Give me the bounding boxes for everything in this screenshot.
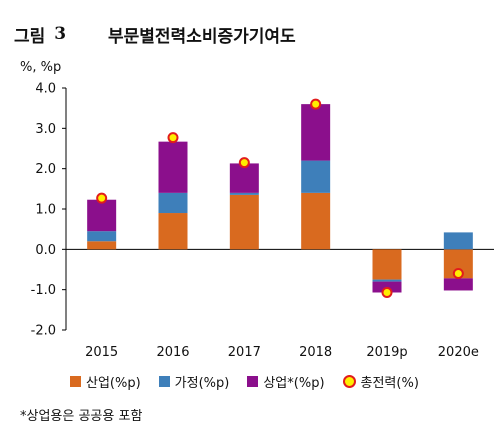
y-tick-label: -1.0 <box>31 283 56 298</box>
chart-title: 부문별전력소비증가기여도 <box>108 27 296 47</box>
bar-segment-household <box>372 279 402 282</box>
legend-item-household: 가정(%p) <box>158 372 230 391</box>
y-tick-label: 1.0 <box>35 203 56 218</box>
legend: 산업(%p) 가정(%p) 상업*(%p) 총전력(%) <box>70 372 419 391</box>
x-category-label: 2020e <box>438 345 479 360</box>
total-marker <box>238 157 250 169</box>
x-category-label: 2019p <box>366 345 407 360</box>
bar-segment-industry <box>87 241 117 250</box>
legend-marker-total <box>342 375 356 388</box>
chart-marks: -2.0 -1.0 0.0 1.0 2.0 3.0 4.0 2015 2016 2017 2018 2… <box>31 82 494 360</box>
legend-item-total: 총전력(%) <box>342 372 419 391</box>
legend-swatch-household <box>158 376 170 387</box>
total-marker <box>452 268 464 280</box>
bar-segment-household <box>158 192 188 214</box>
bar-segment-household <box>229 192 259 195</box>
legend-swatch-commercial <box>247 376 259 387</box>
x-category-label: 2015 <box>85 345 118 360</box>
legend-swatch-industry <box>70 376 81 387</box>
x-category-label: 2016 <box>156 345 189 360</box>
y-tick-label: 4.0 <box>35 82 56 97</box>
legend-label-total: 총전력(%) <box>360 376 419 391</box>
legend-label-commercial: 상업*(%p) <box>263 376 325 391</box>
y-tick-label: 0.0 <box>35 243 56 258</box>
figure-number: 3 <box>54 24 67 44</box>
legend-item-commercial: 상업*(%p) <box>247 372 325 391</box>
x-category-label: 2017 <box>228 345 261 360</box>
bar-segment-commercial <box>301 104 331 161</box>
y-tick-label: -2.0 <box>31 324 56 339</box>
bar-segment-commercial <box>229 163 259 193</box>
bar-segment-household <box>87 231 117 242</box>
y-tick-label: 3.0 <box>35 122 56 137</box>
total-marker <box>310 98 322 110</box>
unit-label: %, %p <box>20 60 62 75</box>
figure-heading: 그림 3 <box>14 22 67 47</box>
x-category-label: 2018 <box>299 345 332 360</box>
y-tick-label: 2.0 <box>35 162 56 177</box>
bar-segment-industry <box>158 213 188 250</box>
bar-segment-industry <box>301 192 331 250</box>
bar-segment-industry <box>372 249 402 280</box>
bar-segment-commercial <box>87 199 117 232</box>
bar-segment-commercial <box>443 278 473 291</box>
total-marker <box>167 132 179 144</box>
footnote: *상업용은 공공용 포함 <box>20 409 143 424</box>
bar-segment-commercial <box>158 141 188 193</box>
bar-segment-household <box>301 160 331 193</box>
bar-segment-household <box>443 232 473 250</box>
legend-label-household: 가정(%p) <box>174 376 230 391</box>
total-marker <box>96 192 108 204</box>
total-marker <box>381 286 393 298</box>
figure-label: 그림 <box>14 26 46 47</box>
legend-item-industry: 산업(%p) <box>70 372 141 391</box>
bar-segment-industry <box>229 194 259 250</box>
legend-label-industry: 산업(%p) <box>86 376 141 391</box>
